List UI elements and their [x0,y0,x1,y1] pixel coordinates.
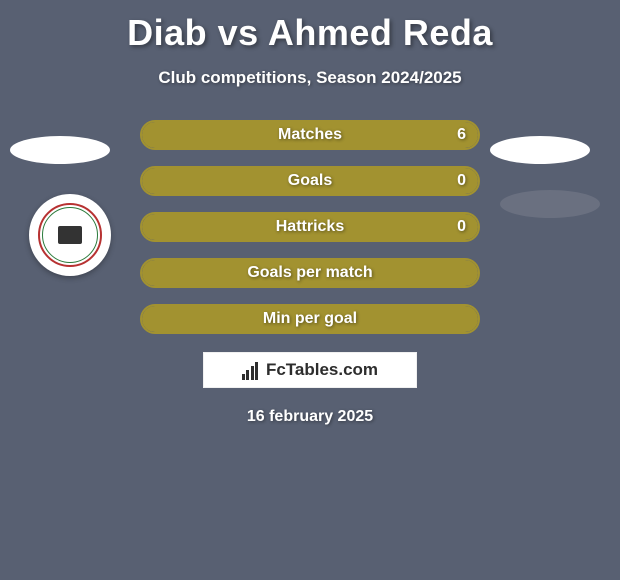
stat-label: Goals [142,168,478,194]
mid-right-ellipse [500,190,600,218]
fctables-logo: FcTables.com [203,352,417,388]
stats-container: Matches6Goals0Hattricks0Goals per matchM… [0,120,620,426]
stat-row-min-per-goal: Min per goal [140,304,480,334]
stat-row-hattricks: Hattricks0 [140,212,480,242]
stat-label: Matches [142,122,478,148]
club-badge-left [29,194,111,276]
stat-value-right: 0 [457,168,466,194]
comparison-title: Diab vs Ahmed Reda [0,0,620,54]
stat-row-goals: Goals0 [140,166,480,196]
top-right-ellipse [490,136,590,164]
bar-chart-icon [242,360,262,380]
club-badge-emblem [58,226,82,244]
stat-label: Goals per match [142,260,478,286]
stat-label: Min per goal [142,306,478,332]
fctables-logo-text: FcTables.com [266,360,378,380]
stat-row-goals-per-match: Goals per match [140,258,480,288]
club-badge-inner [38,203,102,267]
stat-value-right: 6 [457,122,466,148]
stat-row-matches: Matches6 [140,120,480,150]
stat-value-right: 0 [457,214,466,240]
season-subtitle: Club competitions, Season 2024/2025 [0,68,620,88]
top-left-ellipse [10,136,110,164]
stat-label: Hattricks [142,214,478,240]
snapshot-date: 16 february 2025 [0,408,620,426]
